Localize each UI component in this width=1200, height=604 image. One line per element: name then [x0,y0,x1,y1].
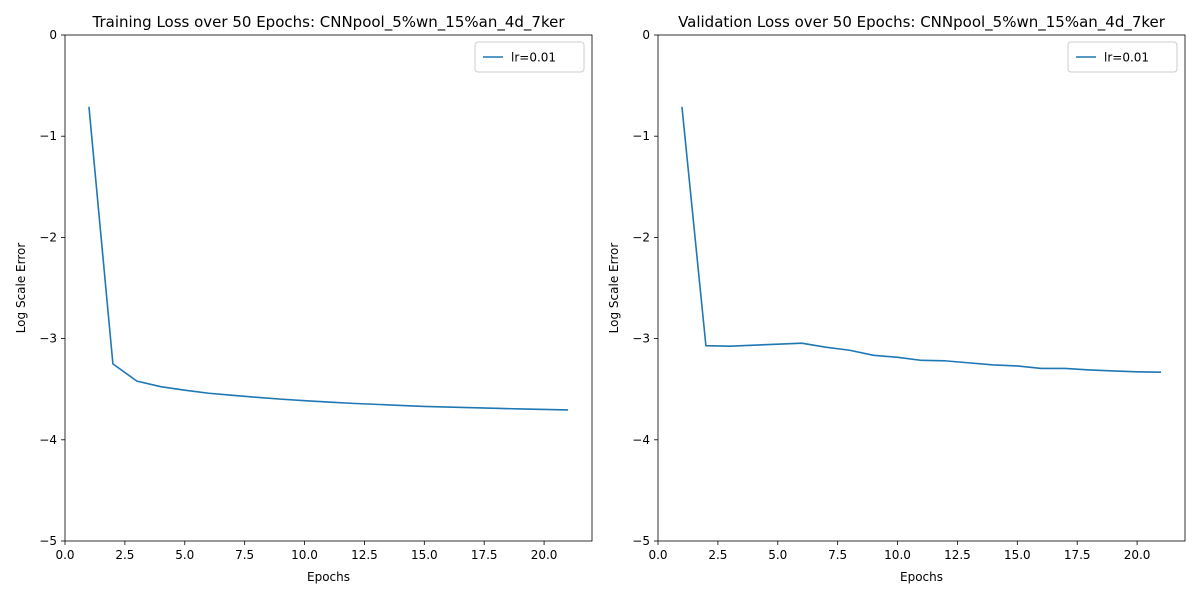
x-tick-label: 0.0 [648,548,667,562]
y-tick-label: −2 [39,230,57,244]
y-tick-label: −4 [632,433,650,447]
plot-frame [64,34,593,542]
x-tick-label: 5.0 [175,548,194,562]
series-line-0 [88,106,569,411]
plot-frame [657,34,1186,542]
x-tick-label: 7.5 [828,548,847,562]
y-tick-label: −1 [632,129,650,143]
x-tick-label: 12.5 [351,548,378,562]
y-axis-label: Log Scale Error [607,243,621,334]
y-tick-label: −2 [632,230,650,244]
legend-label: lr=0.01 [511,51,556,65]
x-tick-label: 0.0 [55,548,74,562]
x-tick-label: 2.5 [708,548,727,562]
chart-panel-0: Training Loss over 50 Epochs: CNNpool_5%… [14,13,593,584]
x-tick-label: 7.5 [235,548,254,562]
x-tick-label: 10.0 [884,548,911,562]
x-tick-label: 10.0 [291,548,318,562]
x-tick-label: 12.5 [944,548,971,562]
x-tick-label: 15.0 [411,548,438,562]
legend: lr=0.01 [1067,41,1178,73]
legend-box [474,41,585,73]
x-tick-label: 17.5 [1064,548,1091,562]
x-tick-label: 20.0 [531,548,558,562]
legend-label: lr=0.01 [1104,51,1149,65]
x-tick-label: 15.0 [1004,548,1031,562]
legend-box [1067,41,1178,73]
x-axis-label: Epochs [307,570,350,584]
y-tick-label: −1 [39,129,57,143]
y-tick-label: −3 [39,332,57,346]
y-tick-label: −5 [39,534,57,548]
legend: lr=0.01 [474,41,585,73]
chart-title: Validation Loss over 50 Epochs: CNNpool_… [678,13,1166,32]
y-tick-label: −4 [39,433,57,447]
x-axis-label: Epochs [900,570,943,584]
x-tick-label: 2.5 [115,548,134,562]
x-tick-label: 5.0 [768,548,787,562]
y-tick-label: −5 [632,534,650,548]
y-tick-label: −3 [632,332,650,346]
y-axis-label: Log Scale Error [14,243,28,334]
series-line-0 [681,106,1162,373]
y-tick-label: 0 [49,28,57,42]
chart-title: Training Loss over 50 Epochs: CNNpool_5%… [92,13,566,32]
chart-panel-1: Validation Loss over 50 Epochs: CNNpool_… [607,13,1186,584]
x-tick-label: 17.5 [471,548,498,562]
y-tick-label: 0 [642,28,650,42]
x-tick-label: 20.0 [1124,548,1151,562]
